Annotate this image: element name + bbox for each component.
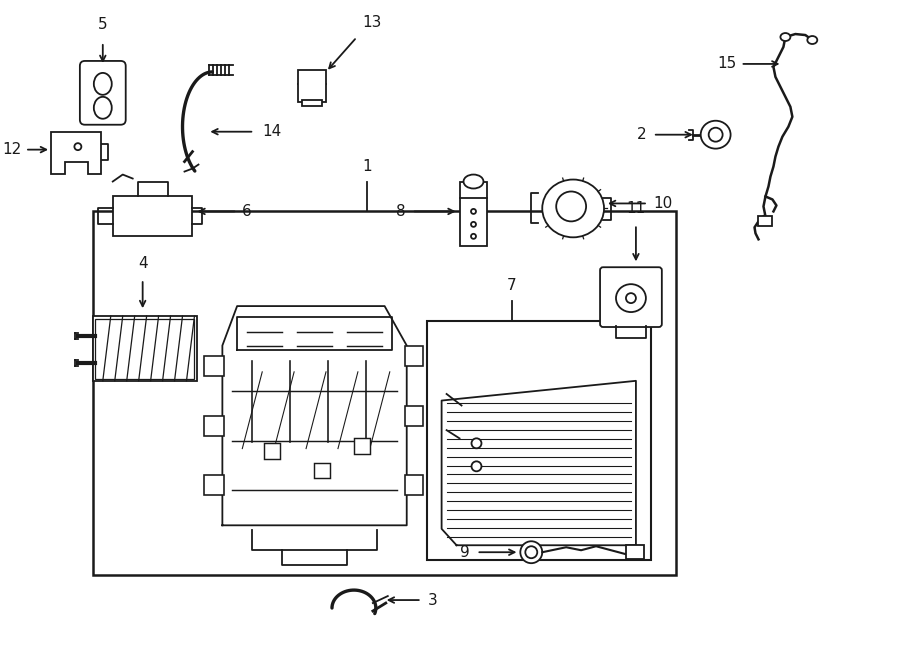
Ellipse shape	[556, 192, 586, 221]
Ellipse shape	[464, 175, 483, 188]
Bar	[405, 346, 423, 366]
Ellipse shape	[701, 121, 731, 149]
Text: 2: 2	[637, 127, 647, 142]
Ellipse shape	[708, 128, 723, 141]
Ellipse shape	[471, 234, 476, 239]
Text: 9: 9	[460, 545, 470, 560]
Bar	[460, 182, 488, 247]
Text: 14: 14	[262, 124, 282, 139]
Ellipse shape	[472, 461, 482, 471]
Ellipse shape	[807, 36, 817, 44]
Bar	[93, 212, 676, 575]
Bar	[626, 545, 644, 559]
Ellipse shape	[626, 293, 636, 303]
Bar	[298, 70, 326, 102]
Bar	[94, 319, 194, 379]
Bar	[405, 475, 423, 496]
Polygon shape	[93, 316, 197, 381]
FancyBboxPatch shape	[80, 61, 126, 125]
Ellipse shape	[472, 438, 482, 448]
Text: 4: 4	[138, 256, 148, 271]
Bar	[314, 463, 330, 479]
Bar	[265, 443, 280, 459]
Text: 11: 11	[626, 202, 645, 216]
Ellipse shape	[471, 209, 476, 214]
Text: 7: 7	[507, 278, 517, 293]
Text: 12: 12	[2, 142, 21, 157]
Bar	[204, 356, 224, 376]
Polygon shape	[222, 306, 407, 525]
Text: 6: 6	[242, 204, 252, 219]
Ellipse shape	[780, 33, 790, 41]
Ellipse shape	[94, 73, 112, 95]
Text: 5: 5	[98, 17, 108, 32]
Bar	[427, 321, 651, 560]
Text: 3: 3	[428, 592, 437, 607]
Bar	[204, 475, 224, 496]
Text: 8: 8	[396, 204, 406, 219]
Text: 1: 1	[362, 159, 372, 174]
Text: 10: 10	[652, 196, 672, 211]
Text: 15: 15	[717, 56, 736, 71]
Bar	[405, 406, 423, 426]
FancyBboxPatch shape	[600, 267, 662, 327]
Ellipse shape	[94, 97, 112, 119]
Bar	[302, 100, 322, 106]
Ellipse shape	[543, 180, 604, 237]
Ellipse shape	[520, 541, 543, 563]
Bar	[112, 196, 193, 237]
Ellipse shape	[75, 143, 81, 150]
Ellipse shape	[471, 222, 476, 227]
Bar	[759, 216, 772, 226]
Text: 13: 13	[362, 15, 382, 30]
Bar	[204, 416, 224, 436]
Ellipse shape	[526, 546, 537, 558]
Polygon shape	[442, 381, 636, 545]
Ellipse shape	[616, 284, 646, 312]
Polygon shape	[51, 132, 101, 174]
Bar	[354, 438, 370, 453]
